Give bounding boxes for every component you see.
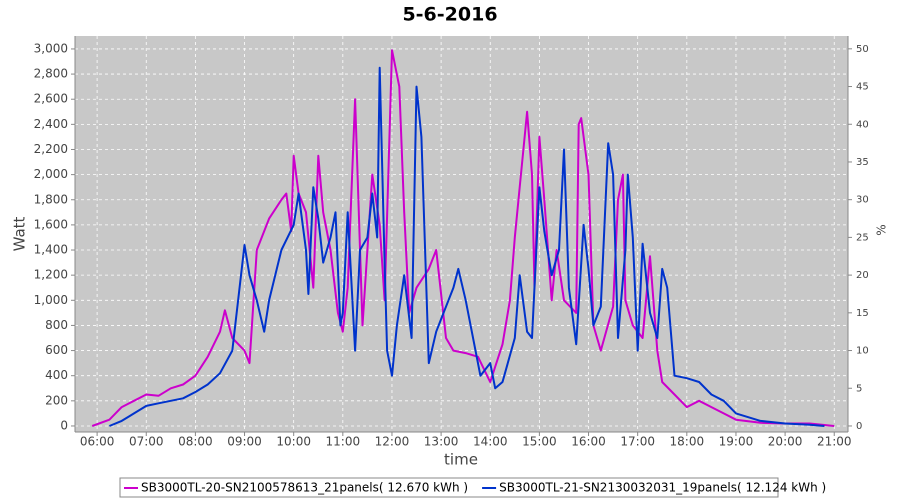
legend — [119, 477, 779, 498]
y-tick-label: 0 — [60, 418, 68, 432]
x-tick-label: 17:00 — [620, 435, 655, 449]
x-tick-label: 15:00 — [522, 435, 557, 449]
x-tick-label: 10:00 — [276, 435, 311, 449]
y-tick-label: 800 — [45, 318, 68, 332]
x-tick-label: 19:00 — [719, 435, 754, 449]
x-tick-label: 21:00 — [817, 435, 852, 449]
y2-tick-label: 25 — [856, 232, 869, 243]
x-axis-label: time — [444, 451, 478, 469]
x-tick-label: 14:00 — [473, 435, 508, 449]
y-tick-label: 1,000 — [34, 293, 68, 307]
y2-tick-label: 5 — [856, 383, 862, 394]
y-tick-label: 1,600 — [34, 217, 68, 231]
chart-title: 5-6-2016 — [402, 4, 497, 26]
y-tick-label: 600 — [45, 343, 68, 357]
y-tick-label: 2,200 — [34, 142, 68, 156]
y-tick-label: 2,400 — [34, 117, 68, 131]
x-tick-label: 13:00 — [424, 435, 459, 449]
legend-label: SB3000TL-20-SN2100578613_21panels( 12.67… — [141, 481, 468, 495]
series-line — [109, 66, 825, 427]
y-tick-label: 2,000 — [34, 167, 68, 181]
y-tick-label: 400 — [45, 368, 68, 382]
y-tick-label: 200 — [45, 393, 68, 407]
y2-tick-label: 30 — [856, 195, 869, 206]
y-tick-label: 2,800 — [34, 67, 68, 81]
y-tick-label: 2,600 — [34, 92, 68, 106]
y2-tick-label: 35 — [856, 157, 869, 168]
y2-tick-label: 20 — [856, 270, 869, 281]
x-tick-label: 18:00 — [670, 435, 705, 449]
plot-area — [75, 36, 848, 432]
x-tick-label: 11:00 — [326, 435, 361, 449]
x-tick-label: 12:00 — [375, 435, 410, 449]
y-tick-label: 3,000 — [34, 41, 68, 55]
y2-tick-label: 15 — [856, 308, 869, 319]
y2-axis-label: % — [875, 224, 889, 235]
legend-label: SB3000TL-21-SN2130032031_19panels( 12.12… — [499, 481, 826, 495]
x-tick-label: 20:00 — [768, 435, 803, 449]
x-tick-label: 09:00 — [227, 435, 262, 449]
y2-tick-label: 40 — [856, 119, 869, 130]
y-tick-label: 1,400 — [34, 243, 68, 257]
y2-tick-label: 0 — [856, 421, 862, 432]
x-tick-label: 16:00 — [571, 435, 606, 449]
y-tick-label: 1,200 — [34, 268, 68, 282]
x-tick-label: 07:00 — [129, 435, 164, 449]
series-line — [91, 49, 835, 427]
y2-tick-label: 10 — [856, 346, 869, 357]
y-tick-label: 1,800 — [34, 192, 68, 206]
y-axis-label: Watt — [11, 216, 29, 251]
y2-tick-label: 45 — [856, 82, 869, 93]
x-tick-label: 08:00 — [178, 435, 213, 449]
x-tick-label: 06:00 — [80, 435, 115, 449]
y2-tick-label: 50 — [856, 44, 869, 55]
